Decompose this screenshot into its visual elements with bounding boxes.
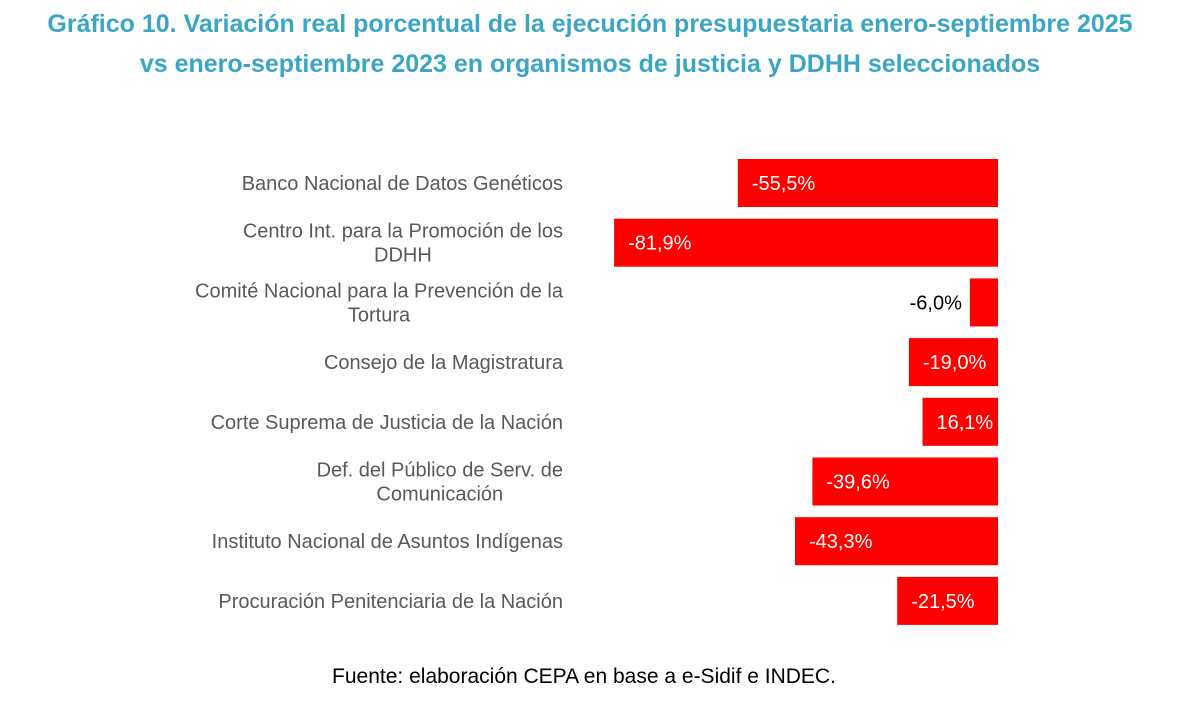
bar-5 — [812, 457, 998, 506]
data-label-6: -43,3% — [809, 531, 873, 553]
bar-1 — [614, 218, 998, 267]
bar-0 — [737, 159, 998, 207]
category-label-6: Instituto Nacional de Asuntos Indígenas — [212, 531, 563, 553]
data-label-7: -21,5% — [911, 591, 975, 613]
bar-6 — [795, 517, 998, 566]
source-note: Fuente: elaboración CEPA en base a e-Sid… — [332, 665, 836, 688]
category-label-1: Centro Int. para la Promoción de los DDHH — [243, 221, 563, 267]
data-label-5: -39,6% — [826, 472, 890, 494]
data-label-2: -6,0% — [910, 292, 962, 314]
category-label-0: Banco Nacional de Datos Genéticos — [242, 173, 563, 195]
data-label-1: -81,9% — [628, 233, 692, 255]
category-label-4: Corte Suprema de Justicia de la Nación — [211, 412, 563, 434]
bar-2 — [969, 278, 998, 327]
category-label-7: Procuración Penitenciaria de la Nación — [218, 591, 563, 613]
bar-3 — [908, 338, 998, 387]
data-label-4: 16,1% — [937, 412, 994, 434]
data-label-0: -55,5% — [752, 173, 816, 195]
category-label-3: Consejo de la Magistratura — [324, 352, 564, 374]
bar-4 — [922, 397, 998, 446]
category-label-2: Comité Nacional para la Prevención de la… — [195, 280, 564, 326]
chart-title: Gráfico 10. Variación real porcentual de… — [47, 10, 1133, 78]
bar-7 — [897, 576, 998, 625]
data-label-3: -19,0% — [923, 352, 987, 374]
category-label-5: Def. del Público de Serv. de Comunicación — [317, 460, 563, 506]
